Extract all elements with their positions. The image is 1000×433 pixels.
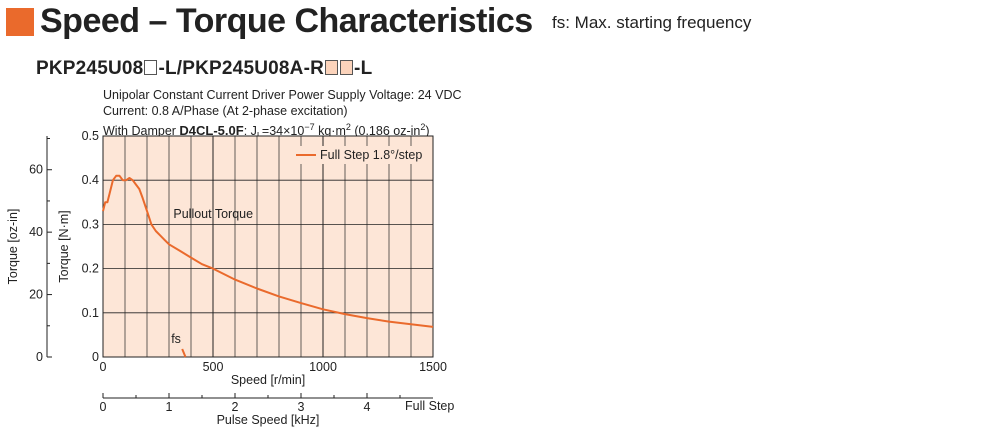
legend-background xyxy=(292,146,426,164)
placeholder-box-white xyxy=(144,60,158,75)
secondary-x-tick-label: 2 xyxy=(232,400,239,414)
y-tick-label: 0.2 xyxy=(82,262,99,276)
model-part-1: PKP245U08 xyxy=(36,58,144,79)
secondary-x-tick-label: 0 xyxy=(100,400,107,414)
conditions-line-2: Current: 0.8 A/Phase (At 2-phase excitat… xyxy=(103,104,348,118)
conditions-line-1: Unipolar Constant Current Driver Power S… xyxy=(103,88,462,102)
secondary-y-tick-label: 0 xyxy=(36,350,43,364)
legend-entry: Full Step 1.8°/step xyxy=(320,148,422,162)
secondary-x-tick-label: 3 xyxy=(298,400,305,414)
test-conditions: Unipolar Constant Current Driver Power S… xyxy=(103,87,462,144)
secondary-x-axis-end-label: Full Step xyxy=(405,399,454,413)
y-tick-label: 0 xyxy=(92,350,99,364)
inertia-alt-exp: 2 xyxy=(420,122,426,132)
fs-annotation: fs xyxy=(171,332,181,346)
header: Speed – Torque Characteristics fs: Max. … xyxy=(0,0,1000,50)
secondary-y-axis: 0 20 40 60 xyxy=(29,136,52,364)
y-tick-label: 0.4 xyxy=(82,173,99,187)
legend: Full Step 1.8°/step xyxy=(292,146,426,164)
inertia-unit-exp: 2 xyxy=(345,122,351,132)
title-marker-icon xyxy=(6,8,34,36)
inertia-value: =34×10 xyxy=(261,124,305,139)
plot-border xyxy=(102,135,434,358)
x-axis-label: Speed [r/min] xyxy=(231,373,305,387)
placeholder-box-peach-1 xyxy=(325,60,339,75)
damper-prefix: With Damper xyxy=(103,124,180,139)
damper-name: D4CL-5.0F xyxy=(179,123,244,139)
placeholder-box-peach-2 xyxy=(340,60,354,75)
series-layer xyxy=(102,174,434,358)
x-tick-label: 1500 xyxy=(419,360,447,374)
secondary-y-tick-label: 40 xyxy=(29,225,43,239)
y-tick-label: 0.1 xyxy=(82,306,99,320)
page-title: Speed – Torque Characteristics xyxy=(40,2,533,40)
inertia-alt-close: ) xyxy=(425,124,430,139)
secondary-x-tick-label: 4 xyxy=(364,400,371,414)
x-tick-label: 1000 xyxy=(309,360,337,374)
y-axis-label: Torque [N·m] xyxy=(57,210,71,282)
model-part-2: -L/PKP245U08A-R xyxy=(158,58,325,79)
y-tick-label: 0.3 xyxy=(82,217,99,231)
secondary-y-tick-label: 60 xyxy=(29,163,43,177)
x-axis-ticks: 0 500 1000 1500 xyxy=(100,360,447,374)
secondary-y-tick-label: 20 xyxy=(29,288,43,302)
x-tick-label: 0 xyxy=(100,360,107,374)
secondary-x-tick-label: 1 xyxy=(166,400,173,414)
secondary-y-axis-label: Torque [oz-in] xyxy=(6,209,20,285)
secondary-x-axis: 0 1 2 3 4 xyxy=(100,393,433,414)
fs-marker-line xyxy=(181,348,187,358)
page-subtitle: fs: Max. starting frequency xyxy=(552,13,752,32)
series-line-full-step xyxy=(102,174,434,328)
pullout-torque-annotation: Pullout Torque xyxy=(173,207,253,221)
model-part-3: -L xyxy=(354,58,373,79)
x-tick-label: 500 xyxy=(203,360,224,374)
y-axis-ticks: 0 0.1 0.2 0.3 0.4 0.5 xyxy=(82,129,99,364)
model-number: PKP245U08 -L/PKP245U08A-R -L xyxy=(36,58,372,80)
inertia-alt: (0.186 oz-in xyxy=(350,124,421,139)
secondary-x-axis-label: Pulse Speed [kHz] xyxy=(217,413,320,427)
plot-background xyxy=(103,136,433,357)
inertia-unit: kg·m xyxy=(314,124,346,139)
grid-lines xyxy=(103,136,433,357)
inertia-label: : J xyxy=(243,124,257,139)
inertia-exponent: −7 xyxy=(304,122,315,132)
y-tick-label: 0.5 xyxy=(82,129,99,143)
